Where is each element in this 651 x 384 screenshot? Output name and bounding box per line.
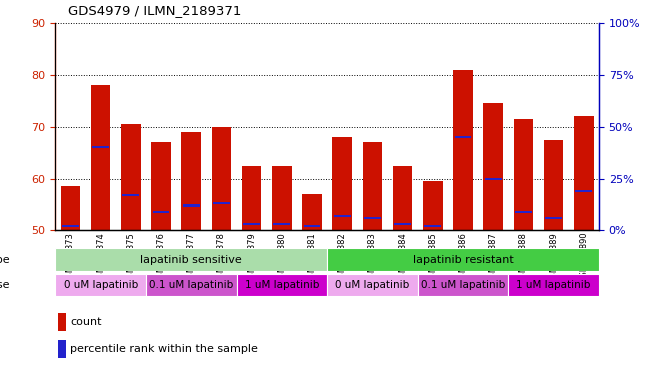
Bar — [574, 116, 594, 230]
Bar — [575, 190, 592, 192]
Bar — [454, 136, 471, 138]
Text: 1 uM lapatinib: 1 uM lapatinib — [245, 280, 319, 290]
Text: 1 uM lapatinib: 1 uM lapatinib — [516, 280, 591, 290]
Bar — [151, 142, 171, 230]
Bar — [92, 146, 109, 149]
Bar — [453, 70, 473, 230]
Bar — [418, 274, 508, 296]
Bar — [302, 194, 322, 230]
Bar — [146, 274, 236, 296]
Bar — [122, 194, 139, 196]
Bar — [183, 205, 200, 207]
Bar — [508, 274, 599, 296]
Bar — [272, 166, 292, 230]
Bar — [58, 340, 66, 358]
Text: 0.1 uM lapatinib: 0.1 uM lapatinib — [149, 280, 233, 290]
Bar — [61, 186, 80, 230]
Text: lapatinib resistant: lapatinib resistant — [413, 255, 514, 265]
Bar — [333, 137, 352, 230]
Bar — [121, 124, 141, 230]
Bar — [55, 248, 327, 271]
Bar — [327, 274, 418, 296]
Bar — [303, 225, 320, 227]
Bar — [363, 142, 382, 230]
Text: lapatinib sensitive: lapatinib sensitive — [141, 255, 242, 265]
Bar — [515, 211, 532, 213]
Bar — [395, 223, 411, 225]
Bar — [334, 215, 351, 217]
Text: dose: dose — [0, 280, 10, 290]
Bar — [243, 223, 260, 225]
Bar — [546, 217, 562, 219]
Bar — [364, 217, 381, 219]
Bar — [153, 211, 169, 213]
Bar — [484, 103, 503, 230]
Bar — [273, 223, 290, 225]
Bar — [423, 181, 443, 230]
Bar — [242, 166, 262, 230]
Text: 0 uM lapatinib: 0 uM lapatinib — [335, 280, 409, 290]
Bar — [55, 274, 146, 296]
Text: 0 uM lapatinib: 0 uM lapatinib — [64, 280, 138, 290]
Bar — [544, 140, 563, 230]
Bar — [485, 177, 501, 180]
Text: count: count — [70, 317, 102, 327]
Bar — [393, 166, 413, 230]
Text: cell type: cell type — [0, 255, 10, 265]
Bar — [236, 274, 327, 296]
Text: percentile rank within the sample: percentile rank within the sample — [70, 344, 258, 354]
Bar — [91, 85, 111, 230]
Bar — [514, 119, 533, 230]
Bar — [212, 127, 231, 230]
Bar — [58, 313, 66, 331]
Bar — [424, 225, 441, 227]
Bar — [327, 248, 599, 271]
Bar — [213, 202, 230, 204]
Bar — [182, 132, 201, 230]
Text: 0.1 uM lapatinib: 0.1 uM lapatinib — [421, 280, 505, 290]
Bar — [62, 225, 79, 227]
Text: GDS4979 / ILMN_2189371: GDS4979 / ILMN_2189371 — [68, 4, 242, 17]
